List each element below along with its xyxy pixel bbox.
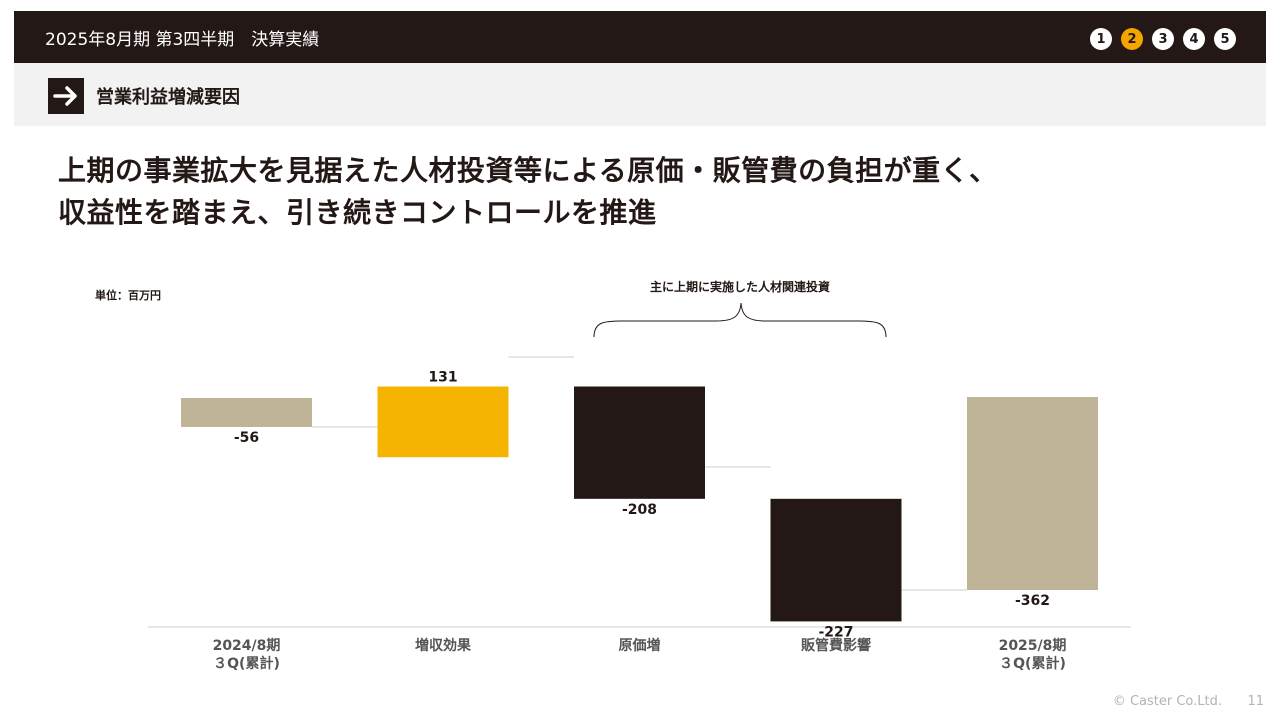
headline: 上期の事業拡大を見据えた人材投資等による原価・販管費の負担が重く、 収益性を踏ま… — [58, 150, 1218, 234]
step-3[interactable]: 3 — [1152, 28, 1174, 50]
data-label-4: -227 — [818, 624, 853, 640]
step-4[interactable]: 4 — [1183, 28, 1205, 50]
data-label-3: -208 — [622, 502, 657, 518]
bar-5 — [967, 397, 1098, 590]
bar-3 — [574, 386, 705, 499]
annotation-label: 主に上期に実施した人材関連投資 — [650, 279, 830, 294]
step-2[interactable]: 2 — [1121, 28, 1143, 50]
category-label-5: 2025/8期３Q(累計) — [999, 638, 1067, 672]
header-bar: 2025年8月期 第3四半期 決算実績 1 2 3 4 5 — [14, 11, 1266, 63]
category-label-2: 増収効果 — [415, 637, 472, 654]
bar-2 — [377, 386, 509, 458]
bar-1 — [181, 398, 312, 427]
page-number: 11 — [1247, 694, 1264, 709]
headline-line-1: 上期の事業拡大を見据えた人材投資等による原価・販管費の負担が重く、 — [58, 154, 998, 187]
category-label-1: 2024/8期３Q(累計) — [213, 638, 281, 672]
copyright: © Caster Co.Ltd. — [1112, 694, 1222, 709]
step-1[interactable]: 1 — [1090, 28, 1112, 50]
category-label-4: 販管費影響 — [801, 637, 871, 654]
data-label-2: 131 — [428, 370, 457, 386]
step-5[interactable]: 5 — [1214, 28, 1236, 50]
bar-4 — [770, 498, 902, 622]
data-label-1: -56 — [234, 430, 259, 446]
annotation-brace — [593, 302, 887, 338]
section-bar: 営業利益増減要因 — [14, 63, 1266, 126]
step-indicator: 1 2 3 4 5 — [1090, 28, 1236, 50]
unit-label: 単位：百万円 — [95, 288, 161, 302]
category-label-3: 原価増 — [619, 637, 661, 654]
page-title: 2025年8月期 第3四半期 決算実績 — [45, 30, 320, 50]
arrow-right-icon — [48, 78, 84, 114]
data-label-5: -362 — [1015, 593, 1050, 609]
headline-line-2: 収益性を踏まえ、引き続きコントロールを推進 — [58, 196, 657, 229]
section-label: 営業利益増減要因 — [96, 87, 240, 108]
